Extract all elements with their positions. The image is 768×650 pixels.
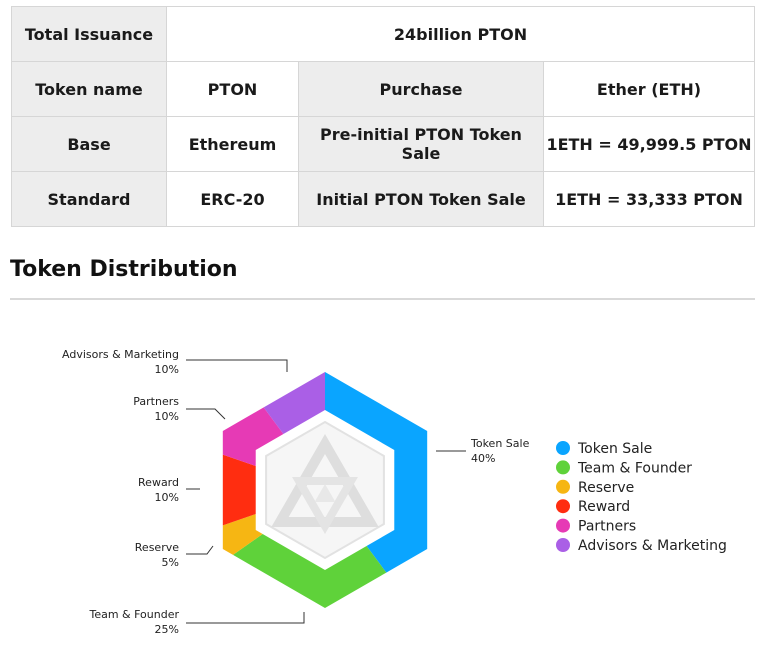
standard-label: Standard [11,171,167,227]
legend-swatch-token-sale [556,441,570,455]
slice-label-reward: Reward [138,476,179,489]
legend-label-partners: Partners [578,519,636,535]
slice-percent-team-and-founder: 25% [155,623,179,636]
standard-value: ERC-20 [166,171,299,227]
section-title: Token Distribution [10,257,238,282]
slice-partners [222,407,284,466]
legend-swatch-reward [556,499,570,514]
slice-percent-partners: 10% [155,410,179,423]
table-row: Token name PTON Purchase Ether (ETH) [11,61,755,117]
legend-swatch-team-and-founder [556,460,570,475]
token-info-table: Total Issuance 24billion PTON Token name… [11,6,755,227]
slice-advisors-and-marketing [263,372,325,434]
total-issuance-label: Total Issuance [11,6,167,62]
slice-token-sale [325,372,428,573]
slice-label-reserve: Reserve [135,541,179,554]
pton-logo-icon [265,420,385,560]
slice-reserve [222,514,263,555]
leader-line-advisors-and-marketing [186,359,288,372]
slice-reward [222,454,256,526]
slice-label-token-sale: Token Sale [470,437,530,450]
leader-line-team-and-founder [186,612,305,624]
legend-label-team-and-founder: Team & Founder [577,460,692,476]
legend-label-reserve: Reserve [578,480,634,496]
purchase-label: Purchase [298,61,544,117]
pre-initial-sale-label: Pre-initial PTON Token Sale [298,116,544,172]
slice-percent-token-sale: 40% [471,452,495,465]
table-row: Standard ERC-20 Initial PTON Token Sale … [11,171,755,227]
token-name-value: PTON [166,61,299,117]
legend-swatch-advisors-and-marketing [556,538,570,552]
purchase-value: Ether (ETH) [543,61,755,117]
slice-label-team-and-founder: Team & Founder [88,608,179,621]
leader-line-reserve [186,545,214,555]
slice-percent-advisors-and-marketing: 10% [155,363,179,376]
table-row: Total Issuance 24billion PTON [11,6,755,62]
slice-team-and-founder [233,534,387,608]
legend-label-advisors-and-marketing: Advisors & Marketing [578,538,727,554]
legend-swatch-partners [556,518,570,533]
slice-percent-reserve: 5% [162,556,179,569]
legend-swatch-reserve [556,479,570,494]
initial-sale-label: Initial PTON Token Sale [298,171,544,227]
total-issuance-value: 24billion PTON [166,6,755,62]
base-value: Ethereum [166,116,299,172]
legend-label-reward: Reward [578,499,630,515]
base-label: Base [11,116,167,172]
slice-percent-reward: 10% [155,491,179,504]
initial-sale-rate: 1ETH = 33,333 PTON [543,171,755,227]
slice-label-advisors-and-marketing: Advisors & Marketing [62,348,179,361]
pre-initial-sale-rate: 1ETH = 49,999.5 PTON [543,116,755,172]
table-row: Base Ethereum Pre-initial PTON Token Sal… [11,116,755,172]
slice-label-partners: Partners [133,395,179,408]
legend-label-token-sale: Token Sale [577,441,652,457]
section-divider [10,298,755,300]
leader-line-partners [186,408,226,420]
